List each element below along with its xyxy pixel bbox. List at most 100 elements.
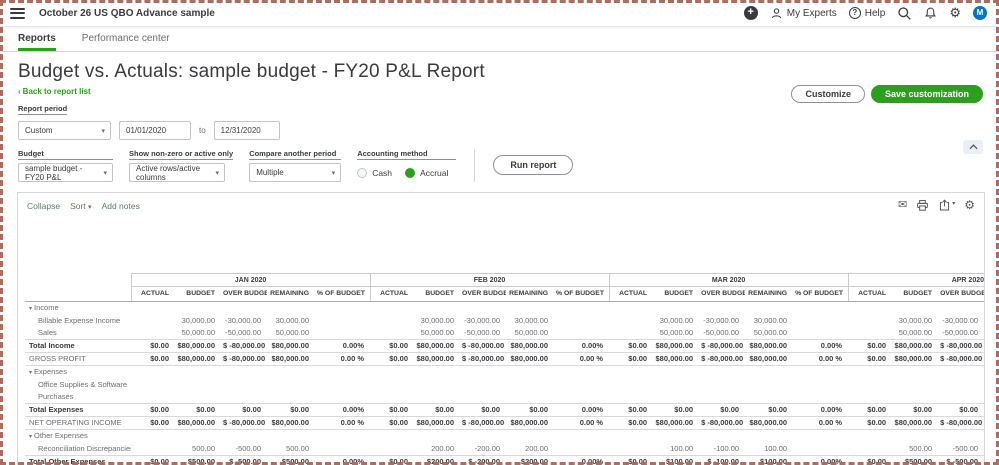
cell: 30,000.00 — [267, 315, 315, 327]
row-label: Total Income — [25, 340, 131, 353]
collapse-panel-button[interactable] — [963, 140, 983, 154]
collapse-rows-link[interactable]: Collapse — [27, 201, 60, 211]
settings-gear-icon[interactable]: ⚙ — [949, 5, 961, 21]
cell — [793, 430, 848, 444]
cell: 50,000.00 — [506, 327, 554, 340]
budget-select[interactable]: sample budget - FY20 P&L ▾ — [18, 163, 113, 182]
cell: $80,000.00 — [267, 353, 315, 366]
company-name: October 26 US QBO Advance sample — [39, 8, 215, 19]
table-row: ▾Expenses — [25, 366, 984, 380]
cell: $0.00 — [370, 353, 414, 366]
help-button[interactable]: ? Help — [849, 7, 886, 19]
column-header: BUDGET — [892, 287, 938, 302]
cell — [131, 430, 175, 444]
cell: 0.00% — [793, 340, 848, 353]
row-label: Billable Expense Income — [25, 315, 131, 327]
cell — [848, 315, 892, 327]
collapse-section-icon[interactable]: ▾ — [29, 434, 32, 440]
cell — [793, 366, 848, 380]
table-corner — [25, 274, 131, 287]
accrual-radio[interactable] — [405, 168, 415, 178]
cell: $0.00 — [609, 353, 653, 366]
cell: $0.00 — [609, 456, 653, 465]
cell — [315, 430, 370, 444]
cell: $80,000.00 — [506, 417, 554, 430]
table-row: Total Other Expenses$0.00$500.00$ -500.0… — [25, 456, 984, 465]
notifications-bell-icon[interactable] — [924, 6, 937, 20]
cell — [609, 366, 653, 380]
cell: 50,000.00 — [745, 327, 793, 340]
cell: 50,000.00 — [175, 327, 221, 340]
cell: 0.00% — [793, 456, 848, 465]
chevron-down-icon: ▾ — [952, 200, 955, 207]
hamburger-menu-icon[interactable] — [10, 8, 25, 19]
cell — [938, 391, 984, 404]
export-menu[interactable]: ▾ — [938, 199, 955, 212]
cell: 0.00 % — [315, 353, 370, 366]
month-header: MAR 2020 — [609, 274, 848, 287]
cell: $0.00 — [609, 417, 653, 430]
cell: $200.00 — [414, 456, 460, 465]
user-avatar[interactable]: M — [973, 6, 987, 20]
cell: -200.00 — [460, 443, 506, 456]
period-select[interactable]: Custom ▾ — [18, 121, 111, 140]
cell — [653, 302, 699, 316]
table-settings-gear-icon[interactable]: ⚙ — [964, 200, 975, 211]
cell — [745, 302, 793, 316]
collapse-section-icon[interactable]: ▾ — [29, 370, 32, 376]
cell: $0.00 — [370, 340, 414, 353]
cell — [175, 430, 221, 444]
collapse-section-icon[interactable]: ▾ — [29, 306, 32, 312]
email-icon[interactable]: ✉ — [898, 200, 907, 211]
column-header: % OF BUDGET — [793, 287, 848, 302]
column-header: ACTUAL — [848, 287, 892, 302]
date-from-input[interactable] — [119, 121, 191, 140]
cell — [460, 366, 506, 380]
my-experts-button[interactable]: My Experts — [770, 7, 837, 20]
cash-radio[interactable] — [357, 168, 367, 178]
cell: 50,000.00 — [653, 327, 699, 340]
cell — [892, 379, 938, 391]
date-to-input[interactable] — [214, 121, 280, 140]
cell: 0.00 % — [793, 353, 848, 366]
run-report-button[interactable]: Run report — [493, 155, 573, 175]
cell — [414, 366, 460, 380]
cell: $ -80,000.00 — [221, 417, 267, 430]
cell: $80,000.00 — [892, 340, 938, 353]
cell: 0.00 % — [793, 417, 848, 430]
cell — [938, 430, 984, 444]
cell: $0.00 — [221, 404, 267, 417]
cell: $80,000.00 — [653, 417, 699, 430]
cell — [892, 391, 938, 404]
customize-button[interactable]: Customize — [791, 85, 865, 103]
row-label: Total Other Expenses — [25, 456, 131, 465]
cell — [221, 366, 267, 380]
cell: $0.00 — [131, 340, 175, 353]
search-icon[interactable] — [897, 6, 912, 21]
cell — [315, 379, 370, 391]
cell — [609, 327, 653, 340]
sort-menu[interactable]: Sort ▾ — [70, 201, 91, 211]
cell — [506, 430, 554, 444]
cell — [267, 430, 315, 444]
cell: $80,000.00 — [414, 417, 460, 430]
tab-performance-center[interactable]: Performance center — [82, 33, 170, 51]
create-plus-icon[interactable]: + — [744, 6, 758, 20]
column-header: BUDGET — [414, 287, 460, 302]
compare-period-select[interactable]: Multiple ▾ — [249, 163, 341, 182]
print-icon[interactable] — [916, 199, 929, 212]
add-notes-link[interactable]: Add notes — [102, 201, 140, 211]
show-nonzero-select[interactable]: Active rows/active columns ▾ — [129, 163, 225, 182]
table-row: Reconciliation Discrepancies500.00-500.0… — [25, 443, 984, 456]
cell: -500.00 — [221, 443, 267, 456]
cell — [793, 327, 848, 340]
cell: $0.00 — [848, 417, 892, 430]
save-customization-button[interactable]: Save customization — [871, 85, 983, 103]
tab-reports[interactable]: Reports — [18, 33, 56, 51]
cell — [745, 379, 793, 391]
column-header: ACTUAL — [131, 287, 175, 302]
cell — [131, 391, 175, 404]
table-row: Office Supplies & Software — [25, 379, 984, 391]
section-tabs: Reports Performance center — [0, 27, 999, 52]
cell: $0.00 — [653, 404, 699, 417]
